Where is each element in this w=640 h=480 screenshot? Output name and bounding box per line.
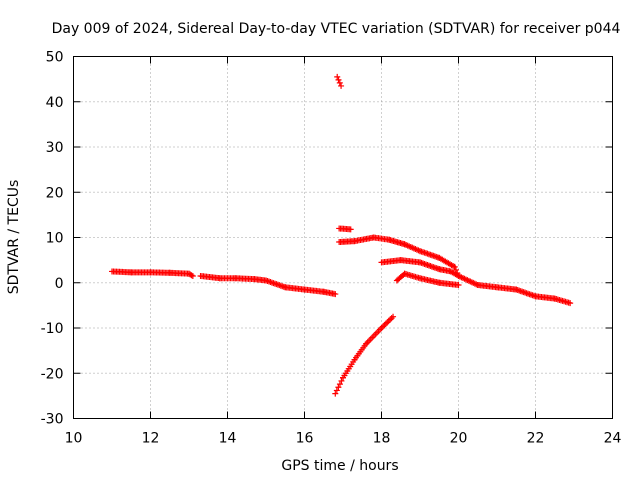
data-point — [387, 316, 394, 323]
y-tick-label: -20 — [41, 366, 64, 382]
data-points — [109, 73, 574, 397]
data-point — [338, 82, 345, 89]
x-tick-label: 20 — [450, 431, 468, 447]
data-point — [455, 282, 462, 289]
series-track-g — [393, 270, 462, 289]
x-tick-label: 18 — [373, 431, 391, 447]
data-point — [567, 300, 574, 307]
x-tick-label: 16 — [296, 431, 314, 447]
series-track-d — [336, 225, 354, 233]
data-point — [347, 226, 354, 233]
grid — [73, 56, 613, 419]
tick-labels: 10 12 14 16 18 20 22 24 -30 -20 -10 0 10 20 30 40 50 — [41, 50, 622, 447]
x-tick-label: 14 — [219, 431, 237, 447]
data-point — [379, 323, 386, 330]
series-track-c — [334, 73, 345, 89]
data-point — [338, 377, 345, 384]
x-tick-label: 22 — [527, 431, 545, 447]
series-track-h — [332, 313, 397, 397]
y-tick-label: 40 — [46, 95, 64, 111]
data-point — [388, 315, 395, 322]
data-point — [451, 263, 458, 270]
chart-title: Day 009 of 2024, Sidereal Day-to-day VTE… — [52, 21, 621, 37]
y-tick-label: 30 — [46, 140, 64, 156]
y-tick-label: 0 — [55, 276, 64, 292]
y-tick-label: 20 — [46, 185, 64, 201]
data-point — [332, 390, 339, 397]
data-point — [381, 322, 388, 329]
y-axis-label: SDTVAR / TECUs — [6, 180, 22, 295]
y-tick-label: 50 — [46, 50, 64, 66]
series-track-e — [336, 234, 574, 307]
y-tick-label: -10 — [41, 321, 64, 337]
data-point — [335, 384, 342, 391]
y-tick-label: -30 — [41, 412, 64, 428]
x-tick-label: 24 — [604, 431, 622, 447]
data-point — [382, 320, 389, 327]
x-tick-label: 10 — [65, 431, 83, 447]
data-point — [390, 313, 397, 320]
x-axis-label: GPS time / hours — [281, 458, 398, 474]
series-track-f — [378, 257, 462, 279]
data-point — [188, 272, 195, 279]
data-point — [332, 291, 339, 298]
data-point — [385, 317, 392, 324]
series-track-b — [197, 272, 339, 298]
plot-frame — [73, 56, 613, 419]
data-point — [455, 272, 462, 279]
data-point — [336, 381, 343, 388]
data-point — [333, 387, 340, 394]
data-point — [189, 272, 196, 279]
series-track-a — [109, 268, 196, 279]
y-tick-label: 10 — [46, 231, 64, 247]
x-tick-label: 12 — [142, 431, 160, 447]
data-point — [336, 79, 343, 86]
data-point — [335, 76, 342, 83]
data-point — [334, 73, 341, 80]
data-point — [384, 319, 391, 326]
